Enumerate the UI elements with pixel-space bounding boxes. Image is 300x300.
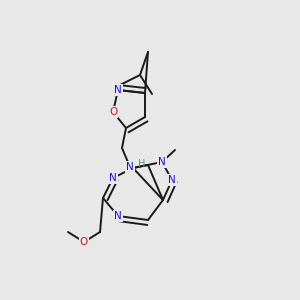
Text: N: N (114, 211, 122, 221)
Text: N: N (168, 175, 176, 185)
Text: O: O (109, 107, 117, 117)
Text: N: N (126, 162, 134, 172)
Text: N: N (158, 157, 166, 167)
Text: N: N (114, 85, 122, 95)
Text: O: O (80, 237, 88, 247)
Text: N: N (109, 173, 117, 183)
Text: H: H (138, 159, 146, 169)
